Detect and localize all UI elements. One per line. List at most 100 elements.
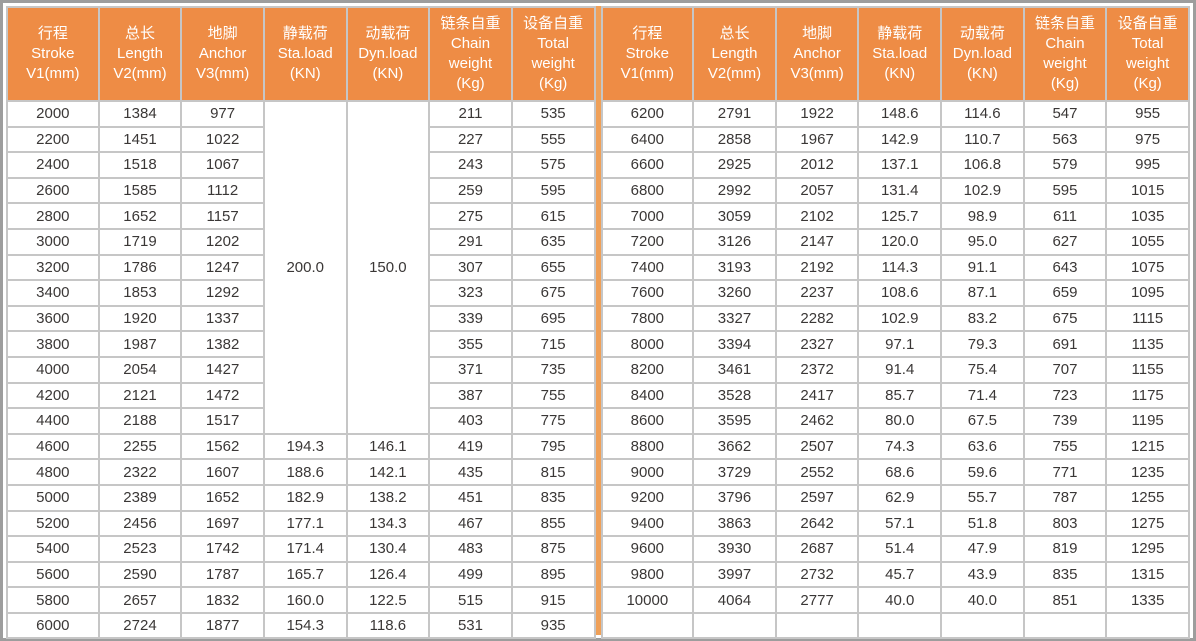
cell: 1652 bbox=[97, 202, 183, 230]
cell: 2322 bbox=[97, 458, 183, 486]
table-row: 4800 2322 1607 188.6 142.1 435 815 bbox=[6, 458, 596, 486]
cell: 3930 bbox=[692, 535, 777, 563]
cell: 171.4 bbox=[262, 535, 348, 563]
cell: 1384 bbox=[97, 100, 183, 128]
cell: 1920 bbox=[97, 304, 183, 333]
merged-cell: 200.0 bbox=[262, 100, 348, 435]
cell: 735 bbox=[510, 355, 596, 384]
cell: 403 bbox=[428, 407, 513, 435]
cell: 1157 bbox=[180, 202, 265, 230]
cell: 595 bbox=[510, 176, 596, 205]
cell: 4200 bbox=[6, 381, 100, 410]
cell: 5200 bbox=[6, 509, 100, 538]
cell: 2597 bbox=[774, 483, 860, 512]
cell: 7600 bbox=[600, 279, 695, 307]
cell: 1315 bbox=[1105, 560, 1190, 589]
cell: 2102 bbox=[774, 202, 860, 230]
cell: 291 bbox=[428, 227, 513, 256]
cell: 595 bbox=[1022, 176, 1108, 205]
cell: 3059 bbox=[692, 202, 777, 230]
cell: 3200 bbox=[6, 253, 100, 282]
cell: 935 bbox=[510, 611, 596, 640]
table-row: 9600 3930 2687 51.4 47.9 819 1295 bbox=[600, 535, 1190, 563]
cell: 1295 bbox=[1105, 535, 1190, 563]
cell: 1382 bbox=[180, 330, 265, 358]
cell: 102.9 bbox=[940, 176, 1025, 205]
cell: 1877 bbox=[180, 611, 265, 640]
cell: 83.2 bbox=[940, 304, 1025, 333]
orange-divider bbox=[595, 6, 601, 635]
cell: 142.9 bbox=[857, 125, 943, 154]
table-row: 8200 3461 2372 91.4 75.4 707 1155 bbox=[600, 355, 1190, 384]
cell: 819 bbox=[1022, 535, 1108, 563]
cell: 108.6 bbox=[857, 279, 943, 307]
cell: 10000 bbox=[600, 586, 695, 614]
cell: 2600 bbox=[6, 176, 100, 205]
cell: 3729 bbox=[692, 458, 777, 486]
cell: 2188 bbox=[97, 407, 183, 435]
cell: 563 bbox=[1022, 125, 1108, 154]
cell: 47.9 bbox=[940, 535, 1025, 563]
cell: 323 bbox=[428, 279, 513, 307]
cell: 2417 bbox=[774, 381, 860, 410]
table-row: 9400 3863 2642 57.1 51.8 803 1275 bbox=[600, 509, 1190, 538]
cell: 45.7 bbox=[857, 560, 943, 589]
column-header: 行程 Stroke V1(mm) bbox=[6, 6, 100, 102]
cell: 2507 bbox=[774, 432, 860, 461]
cell: 8800 bbox=[600, 432, 695, 461]
cell: 6600 bbox=[600, 151, 695, 179]
cell: 635 bbox=[510, 227, 596, 256]
cell: 1202 bbox=[180, 227, 265, 256]
cell: 194.3 bbox=[262, 432, 348, 461]
cell: 3595 bbox=[692, 407, 777, 435]
cell: 51.8 bbox=[940, 509, 1025, 538]
cell: 9800 bbox=[600, 560, 695, 589]
cell: 1922 bbox=[774, 100, 860, 128]
cell: 67.5 bbox=[940, 407, 1025, 435]
cell: 148.6 bbox=[857, 100, 943, 128]
cell: 627 bbox=[1022, 227, 1108, 256]
column-header: 行程 Stroke V1(mm) bbox=[600, 6, 695, 102]
cell: 138.2 bbox=[345, 483, 431, 512]
cell: 3863 bbox=[692, 509, 777, 538]
cell: 1022 bbox=[180, 125, 265, 154]
cell: 3193 bbox=[692, 253, 777, 282]
column-header: 设备自重 Total weight (Kg) bbox=[510, 6, 596, 102]
cell: 579 bbox=[1022, 151, 1108, 179]
table-row: 8800 3662 2507 74.3 63.6 755 1215 bbox=[600, 432, 1190, 461]
cell: 611 bbox=[1022, 202, 1108, 230]
cell: 2000 bbox=[6, 100, 100, 128]
cell: 1067 bbox=[180, 151, 265, 179]
column-header: 静载荷 Sta.load (KN) bbox=[857, 6, 943, 102]
cell: 775 bbox=[510, 407, 596, 435]
cell: 2642 bbox=[774, 509, 860, 538]
cell: 2327 bbox=[774, 330, 860, 358]
table-body: 6200 2791 1922 148.6 114.6 547 955 6400 2858 1967… bbox=[600, 100, 1190, 640]
cell: 1451 bbox=[97, 125, 183, 154]
cell: 1155 bbox=[1105, 355, 1190, 384]
cell: 787 bbox=[1022, 483, 1108, 512]
cell: 2590 bbox=[97, 560, 183, 589]
cell: 715 bbox=[510, 330, 596, 358]
cell: 675 bbox=[510, 279, 596, 307]
cell: 4600 bbox=[6, 432, 100, 461]
cell: 1095 bbox=[1105, 279, 1190, 307]
cell: 131.4 bbox=[857, 176, 943, 205]
cell: 995 bbox=[1105, 151, 1190, 179]
cell: 2925 bbox=[692, 151, 777, 179]
cell: 815 bbox=[510, 458, 596, 486]
cell: 1832 bbox=[180, 586, 265, 614]
cell: 142.1 bbox=[345, 458, 431, 486]
cell: 3662 bbox=[692, 432, 777, 461]
cell: 2552 bbox=[774, 458, 860, 486]
column-header: 总长 Length V2(mm) bbox=[692, 6, 777, 102]
table-row: 10000 4064 2777 40.0 40.0 851 1335 bbox=[600, 586, 1190, 614]
cell: 5400 bbox=[6, 535, 100, 563]
cell: 40.0 bbox=[857, 586, 943, 614]
cell: 1055 bbox=[1105, 227, 1190, 256]
cell: 1697 bbox=[180, 509, 265, 538]
cell: 723 bbox=[1022, 381, 1108, 410]
cell: 6000 bbox=[6, 611, 100, 640]
cell: 2724 bbox=[97, 611, 183, 640]
